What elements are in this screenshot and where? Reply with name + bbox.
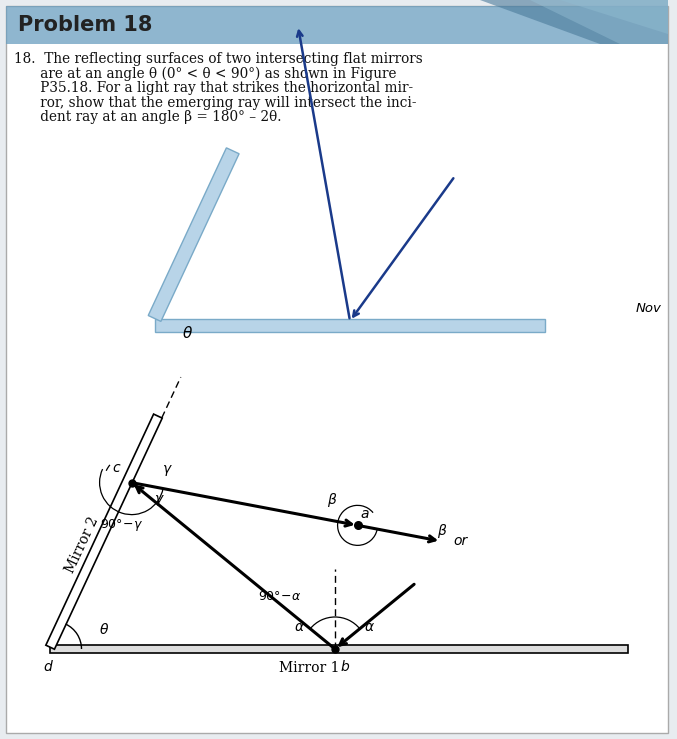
Text: Mirror 1: Mirror 1 [279,661,339,675]
Text: $90°\!-\!\alpha$: $90°\!-\!\alpha$ [258,590,302,604]
FancyBboxPatch shape [6,6,668,733]
Text: are at an angle θ (0° < θ < 90°) as shown in Figure: are at an angle θ (0° < θ < 90°) as show… [14,67,397,81]
Text: $\gamma$: $\gamma$ [162,463,173,478]
Text: $\alpha$: $\alpha$ [364,620,374,634]
Text: or: or [453,534,467,548]
Text: 18.  The reflecting surfaces of two intersecting flat mirrors: 18. The reflecting surfaces of two inter… [14,52,422,66]
Text: Nov: Nov [636,302,662,316]
Text: Mirror 2: Mirror 2 [64,514,102,576]
Polygon shape [530,0,668,44]
Text: $a$: $a$ [359,508,369,521]
Bar [50,645,628,653]
Text: $b$: $b$ [340,659,350,674]
Point [126,477,137,488]
Text: dent ray at an angle β = 180° – 2θ.: dent ray at an angle β = 180° – 2θ. [14,110,282,124]
Text: $\gamma$: $\gamma$ [154,493,165,508]
Polygon shape [560,0,668,34]
Text: $\alpha$: $\alpha$ [294,620,305,634]
Text: $\beta$: $\beta$ [437,522,447,540]
Text: P35.18. For a light ray that strikes the horizontal mir-: P35.18. For a light ray that strikes the… [14,81,413,95]
Text: $d$: $d$ [43,659,53,674]
Point [330,643,341,655]
Polygon shape [480,0,668,44]
Text: Problem 18: Problem 18 [18,15,152,35]
Text: $\theta$: $\theta$ [182,325,193,341]
Text: ror, show that the emerging ray will intersect the inci-: ror, show that the emerging ray will int… [14,95,416,109]
Point [352,520,363,531]
Text: $\beta$: $\beta$ [328,491,338,509]
Polygon shape [46,414,162,649]
Text: $\theta$: $\theta$ [99,621,109,636]
Polygon shape [148,148,239,321]
Bar [6,6,668,44]
Text: $90°\!-\!\gamma$: $90°\!-\!\gamma$ [100,517,144,533]
Text: $c$: $c$ [112,460,122,474]
Bar [155,319,545,332]
